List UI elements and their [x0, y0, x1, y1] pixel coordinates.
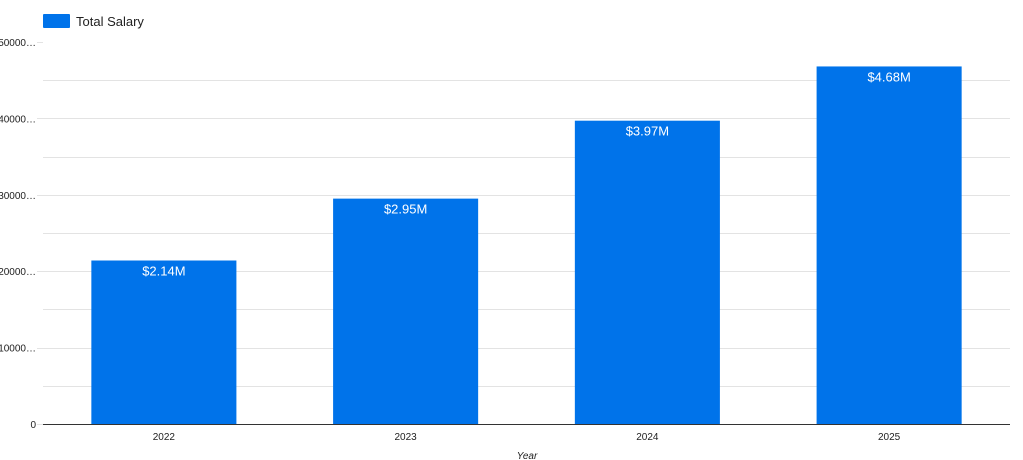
legend[interactable]: Total Salary — [43, 14, 144, 29]
bar-2024[interactable] — [574, 120, 720, 424]
axes: 0 10000… 20000… 30000… 40000… 50000… 2022 2023 2… — [0, 38, 1010, 443]
y-tick-label: 20000… — [0, 267, 36, 278]
legend-swatch — [43, 14, 70, 28]
x-axis-title: Year — [517, 451, 538, 460]
y-tick-label: 40000… — [0, 114, 36, 125]
x-tick-label: 2023 — [395, 432, 418, 443]
legend-label-total-salary: Total Salary — [76, 14, 144, 29]
bars: $2.14M $2.95M $3.97M $4.68M — [91, 66, 962, 424]
data-label-2022: $2.14M — [142, 264, 185, 279]
x-tick-label: 2025 — [878, 432, 901, 443]
y-tick-label: 0 — [30, 420, 36, 431]
y-tick-label: 50000… — [0, 38, 36, 49]
y-tick-label: 30000… — [0, 191, 36, 202]
data-label-2025: $4.68M — [867, 69, 910, 84]
bar-2023[interactable] — [333, 198, 479, 424]
bar-2025[interactable] — [816, 66, 962, 424]
bar-2022[interactable] — [91, 260, 237, 424]
data-label-2024: $3.97M — [626, 124, 669, 139]
x-tick-label: 2024 — [636, 432, 659, 443]
y-tick-label: 10000… — [0, 344, 36, 355]
data-label-2023: $2.95M — [384, 202, 427, 217]
x-tick-label: 2022 — [153, 432, 176, 443]
